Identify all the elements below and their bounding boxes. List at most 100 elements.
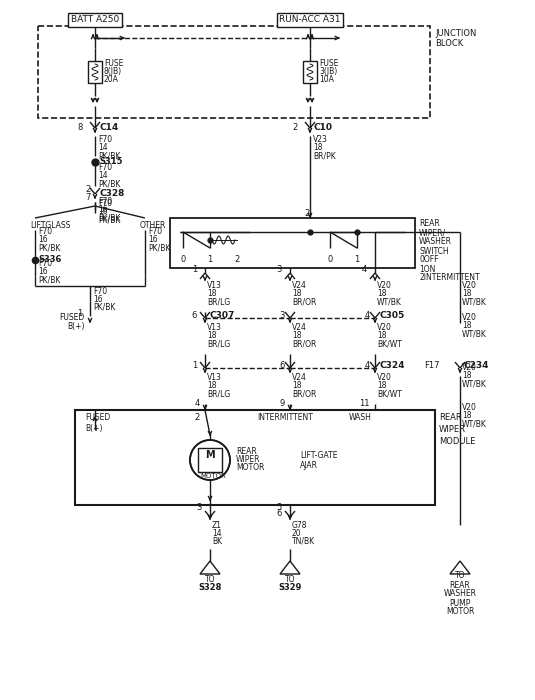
- Text: 20A: 20A: [104, 76, 119, 85]
- Text: LIFTGLASS: LIFTGLASS: [30, 221, 71, 230]
- Text: Z1: Z1: [212, 521, 222, 529]
- Text: BATT A250: BATT A250: [71, 15, 119, 24]
- Text: 0OFF: 0OFF: [419, 256, 439, 265]
- Text: FUSED: FUSED: [60, 314, 85, 323]
- Text: WIPER/: WIPER/: [419, 228, 446, 237]
- Text: F70: F70: [148, 228, 162, 237]
- Text: V20: V20: [462, 403, 477, 412]
- Text: WT/BK: WT/BK: [462, 298, 487, 307]
- Text: F70: F70: [38, 260, 52, 269]
- Text: BK/WT: BK/WT: [377, 389, 402, 398]
- Text: BR/LG: BR/LG: [207, 298, 230, 307]
- Text: C14: C14: [99, 123, 118, 132]
- Text: V20: V20: [462, 314, 477, 323]
- Text: FUSE: FUSE: [104, 60, 124, 69]
- Text: WIPER: WIPER: [439, 426, 466, 435]
- Bar: [38, 26, 430, 118]
- Text: 1: 1: [192, 361, 197, 370]
- Text: C10: C10: [314, 123, 333, 132]
- Text: 16: 16: [98, 206, 108, 214]
- Text: C305: C305: [379, 312, 404, 321]
- Text: BR/LG: BR/LG: [207, 340, 230, 349]
- Text: PK/BK: PK/BK: [98, 151, 120, 160]
- Text: V24: V24: [292, 281, 307, 290]
- Polygon shape: [450, 561, 470, 574]
- Text: V20: V20: [462, 363, 477, 372]
- Text: 6: 6: [277, 508, 282, 517]
- Text: MOTOR: MOTOR: [446, 608, 474, 617]
- Text: 1: 1: [192, 265, 197, 274]
- Text: BK/WT: BK/WT: [377, 340, 402, 349]
- Text: 2: 2: [234, 256, 240, 265]
- Text: 3: 3: [197, 503, 202, 512]
- Text: 7: 7: [86, 193, 91, 202]
- Text: V23: V23: [313, 136, 328, 144]
- Text: 18: 18: [207, 382, 217, 391]
- Text: 3: 3: [277, 265, 282, 274]
- Text: V20: V20: [377, 374, 392, 382]
- Text: 8(JB): 8(JB): [104, 67, 122, 76]
- Text: 14: 14: [212, 528, 221, 538]
- Text: V20: V20: [462, 281, 477, 290]
- Text: 2INTERMITTENT: 2INTERMITTENT: [419, 274, 479, 283]
- Text: V13: V13: [207, 323, 222, 332]
- Text: 0: 0: [327, 256, 333, 265]
- Text: 18: 18: [207, 332, 217, 340]
- Polygon shape: [200, 561, 220, 574]
- Text: V24: V24: [292, 374, 307, 382]
- Text: 18: 18: [462, 412, 471, 421]
- Text: V13: V13: [207, 281, 222, 290]
- Text: F70: F70: [38, 228, 52, 237]
- Text: 10A: 10A: [319, 76, 334, 85]
- Text: 18: 18: [377, 290, 386, 298]
- Text: BR/OR: BR/OR: [292, 389, 316, 398]
- Text: G78: G78: [292, 521, 308, 529]
- Text: S328: S328: [198, 584, 221, 592]
- Text: 2: 2: [304, 209, 310, 218]
- Text: REAR: REAR: [204, 461, 223, 467]
- Text: V20: V20: [377, 323, 392, 332]
- Text: F70: F70: [98, 197, 112, 206]
- Text: PK/BK: PK/BK: [98, 214, 120, 223]
- Text: PK/BK: PK/BK: [98, 216, 120, 225]
- Text: WASH: WASH: [349, 414, 371, 423]
- Text: TO: TO: [455, 571, 465, 580]
- Text: 18: 18: [377, 382, 386, 391]
- Text: 6: 6: [192, 312, 197, 321]
- Text: 20: 20: [292, 528, 302, 538]
- Text: 2: 2: [293, 123, 298, 132]
- Text: C324: C324: [379, 361, 404, 370]
- Text: S329: S329: [278, 584, 302, 592]
- Text: SWITCH: SWITCH: [419, 246, 449, 256]
- Text: 16: 16: [93, 295, 103, 304]
- Text: WT/BK: WT/BK: [462, 379, 487, 389]
- Text: 18: 18: [292, 382, 302, 391]
- Text: RUN-ACC A31: RUN-ACC A31: [279, 15, 341, 24]
- Text: 3: 3: [280, 312, 285, 321]
- Text: 14: 14: [98, 144, 108, 153]
- Text: M: M: [205, 450, 215, 460]
- Text: PK/BK: PK/BK: [38, 276, 60, 284]
- Text: 9: 9: [280, 400, 285, 409]
- Bar: [75, 410, 435, 505]
- Text: WIPER: WIPER: [236, 456, 261, 465]
- Text: 16: 16: [148, 235, 158, 244]
- Text: C234: C234: [464, 361, 490, 370]
- Text: WT/BK: WT/BK: [462, 330, 487, 339]
- Text: F70: F70: [93, 286, 107, 295]
- Text: WASHER: WASHER: [444, 589, 477, 598]
- Text: BR/OR: BR/OR: [292, 298, 316, 307]
- Text: V20: V20: [377, 281, 392, 290]
- Text: TO: TO: [285, 575, 295, 584]
- Text: 18: 18: [462, 290, 471, 298]
- Text: 0: 0: [180, 256, 186, 265]
- Text: JUNCTION: JUNCTION: [435, 29, 476, 38]
- Text: MOTOR: MOTOR: [200, 473, 226, 479]
- Text: 18: 18: [377, 332, 386, 340]
- Text: BR/LG: BR/LG: [207, 389, 230, 398]
- Text: 8: 8: [78, 123, 83, 132]
- Text: 2: 2: [86, 186, 91, 195]
- Text: REAR: REAR: [439, 414, 462, 423]
- Text: 3(JB): 3(JB): [319, 67, 337, 76]
- Text: 16: 16: [98, 207, 108, 216]
